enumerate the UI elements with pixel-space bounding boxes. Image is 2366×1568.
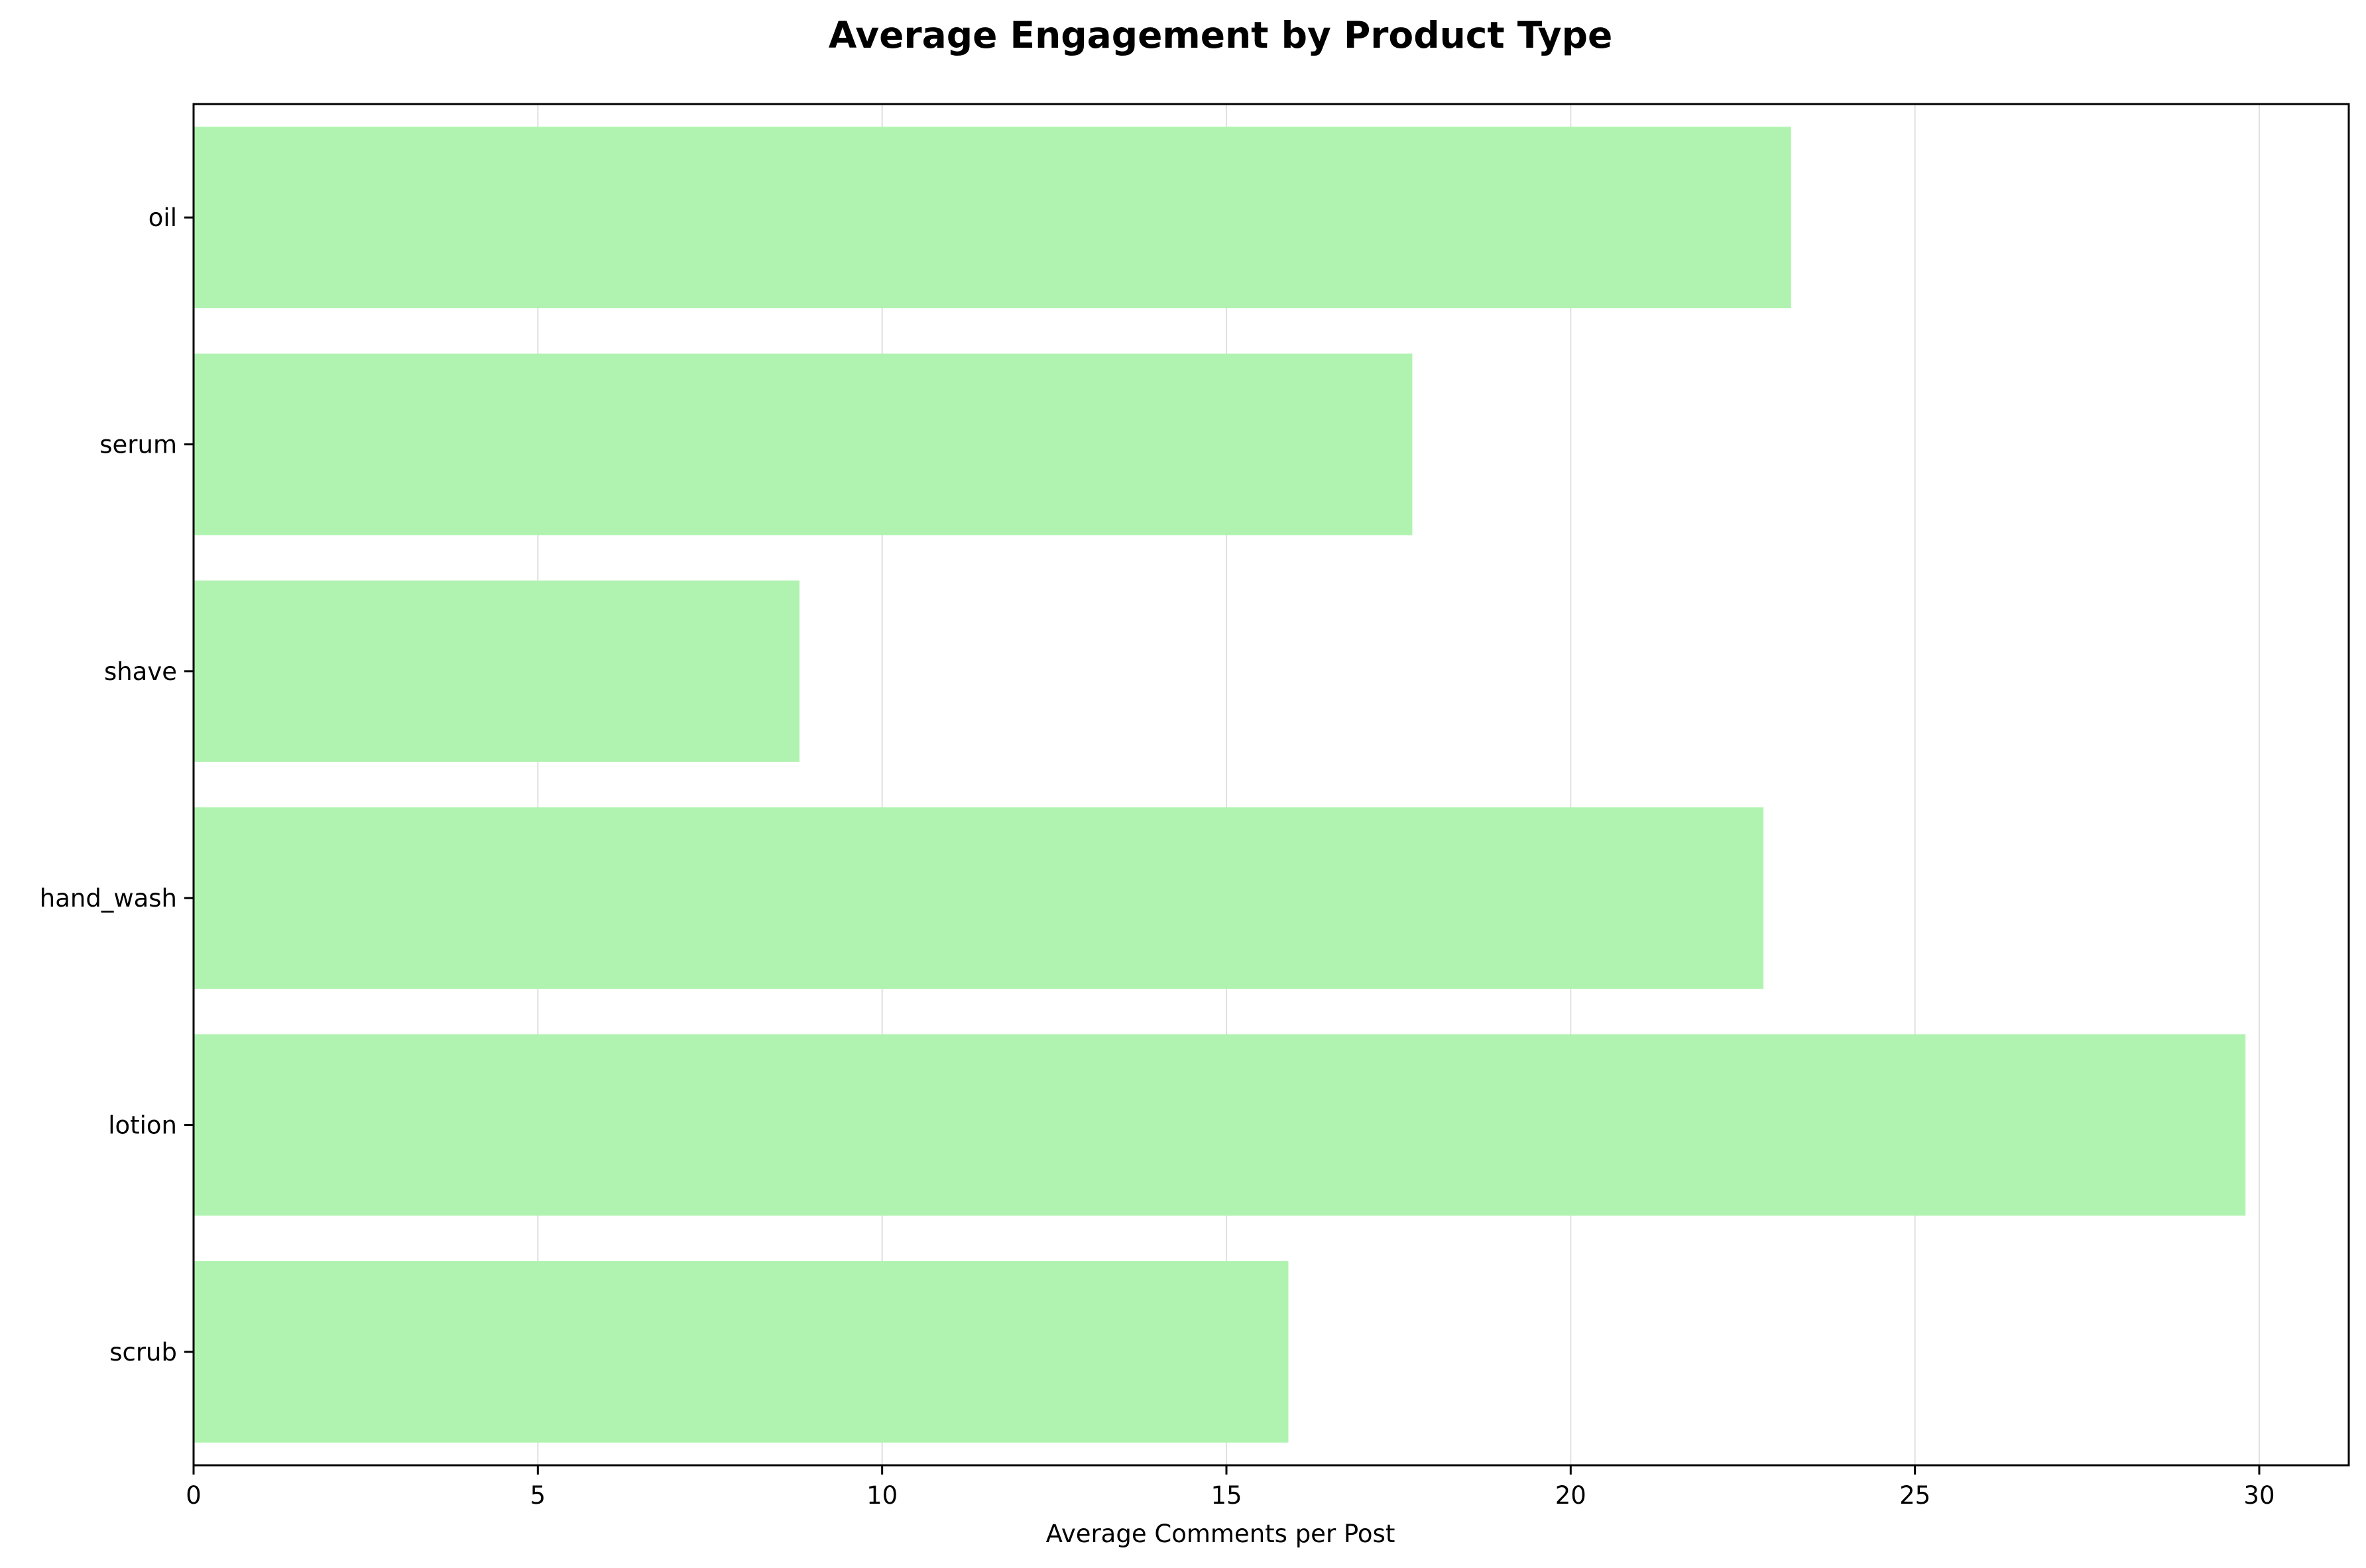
x-tick-label: 15 — [1211, 1481, 1242, 1510]
x-tick-label: 30 — [2243, 1481, 2275, 1510]
bars — [194, 127, 2246, 1443]
bar-lotion — [194, 1034, 2246, 1216]
y-tick-label: serum — [99, 431, 177, 459]
bar-oil — [194, 127, 1791, 309]
y-tick-label: oil — [148, 203, 177, 232]
grid-lines — [537, 104, 2260, 1465]
x-tick-label: 25 — [1899, 1481, 1930, 1510]
y-tick-label: shave — [104, 657, 177, 686]
chart-title: Average Engagement by Product Type — [829, 14, 1613, 56]
y-tick-label: lotion — [108, 1111, 177, 1140]
x-axis-label: Average Comments per Post — [1046, 1520, 1395, 1548]
y-tick-label: scrub — [109, 1338, 177, 1367]
bar-shave — [194, 580, 800, 762]
x-tick-label: 0 — [186, 1481, 202, 1510]
bar-hand-wash — [194, 807, 1764, 989]
y-tick-label: hand_wash — [40, 884, 177, 913]
plot-area-frame — [192, 103, 2350, 1467]
x-tick-label: 10 — [866, 1481, 898, 1510]
x-tick-label: 5 — [530, 1481, 546, 1510]
bar-serum — [194, 353, 1413, 535]
x-axis-ticks: 0 5 10 15 20 25 30 — [186, 1465, 2275, 1510]
x-tick-label: 20 — [1555, 1481, 1586, 1510]
bar-scrub — [194, 1260, 1289, 1443]
